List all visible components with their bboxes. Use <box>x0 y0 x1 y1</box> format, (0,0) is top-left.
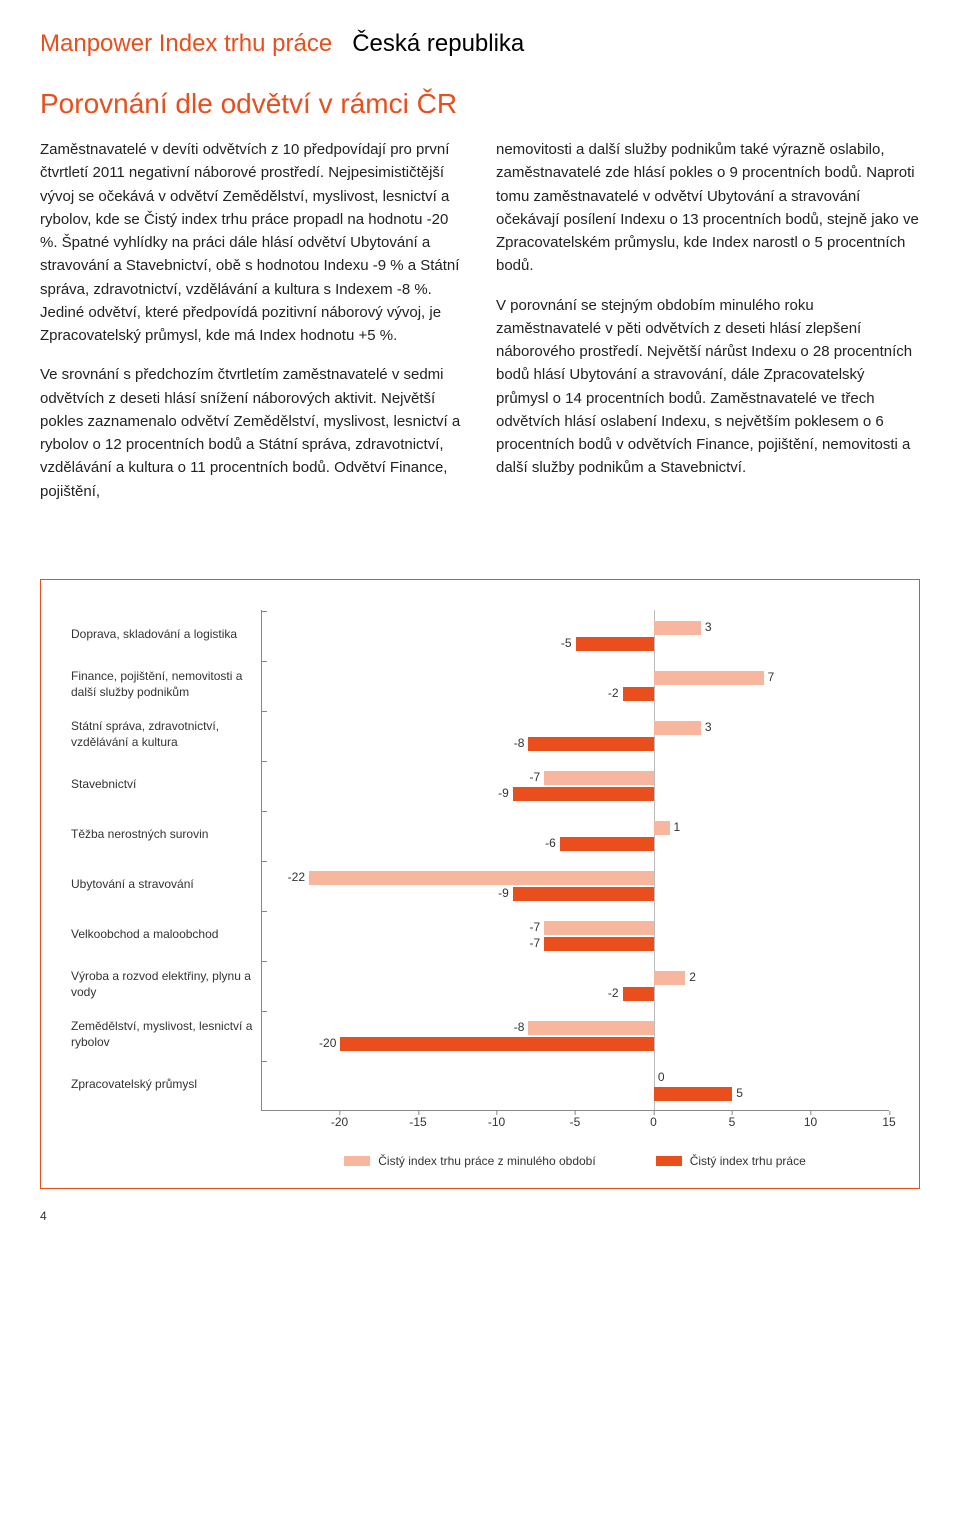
chart-area: Doprava, skladování a logistikaFinance, … <box>71 610 889 1168</box>
page-header: Manpower Index trhu práce Česká republik… <box>40 30 920 58</box>
bar-prev: 1 <box>654 821 670 835</box>
category-label: Ubytování a stravování <box>71 860 261 910</box>
bar-current: -9 <box>513 887 654 901</box>
x-tick: 10 <box>804 1115 817 1129</box>
bar-value-current: -2 <box>608 686 619 700</box>
bar-value-current: -8 <box>514 736 525 750</box>
bar-value-prev: 0 <box>658 1070 665 1084</box>
bar-value-prev: -22 <box>288 870 305 884</box>
bar-prev: -22 <box>309 871 654 885</box>
bar-current: -8 <box>528 737 653 751</box>
bar-value-current: -20 <box>319 1036 336 1050</box>
bars-zone: 3-57-23-8-7-91-6-22-9-7-72-2-8-2005 -20-… <box>261 610 889 1168</box>
page-number: 4 <box>40 1209 920 1223</box>
category-label: Velkoobchod a maloobchod <box>71 910 261 960</box>
bar-prev: 3 <box>654 621 701 635</box>
bar-value-current: -9 <box>498 886 509 900</box>
bar-value-prev: -7 <box>529 920 540 934</box>
bar-row: 3-8 <box>262 710 889 760</box>
page: Manpower Index trhu práce Česká republik… <box>0 0 960 1243</box>
legend: Čistý index trhu práce z minulého období… <box>261 1154 889 1168</box>
bar-prev: -8 <box>528 1021 653 1035</box>
bar-row: 3-5 <box>262 610 889 660</box>
plot: 3-57-23-8-7-91-6-22-9-7-72-2-8-2005 <box>261 610 889 1110</box>
header-country: Česká republika <box>352 30 524 57</box>
bar-current: -5 <box>576 637 654 651</box>
bar-row: -7 -9 <box>262 760 889 810</box>
bar-value-current: -7 <box>529 936 540 950</box>
category-labels: Doprava, skladování a logistikaFinance, … <box>71 610 261 1168</box>
bar-value-prev: 7 <box>768 670 775 684</box>
category-label: Doprava, skladování a logistika <box>71 610 261 660</box>
bar-row: 1-6 <box>262 810 889 860</box>
left-column: Zaměstnavatelé v devíti odvětvích z 10 p… <box>40 138 464 519</box>
section-title: Porovnání dle odvětví v rámci ČR <box>40 88 920 120</box>
bar-row: 7-2 <box>262 660 889 710</box>
bar-value-current: -2 <box>608 986 619 1000</box>
legend-item-current: Čistý index trhu práce <box>656 1154 806 1168</box>
category-label: Těžba nerostných surovin <box>71 810 261 860</box>
category-label: Zemědělství, myslivost, lesnictví a rybo… <box>71 1010 261 1060</box>
legend-item-prev: Čistý index trhu práce z minulého období <box>344 1154 595 1168</box>
category-label: Výroba a rozvod elektřiny, plynu a vody <box>71 960 261 1010</box>
x-tick: 0 <box>650 1115 657 1129</box>
bar-current: -2 <box>623 987 654 1001</box>
bar-value-prev: -8 <box>514 1020 525 1034</box>
x-tick: 5 <box>729 1115 736 1129</box>
bar-current: -2 <box>623 687 654 701</box>
bar-prev: 2 <box>654 971 685 985</box>
bar-value-current: -5 <box>561 636 572 650</box>
header-accent: Manpower Index trhu práce <box>40 30 332 57</box>
bar-prev: 3 <box>654 721 701 735</box>
bar-prev: -7 <box>544 921 654 935</box>
bar-row: -7 -7 <box>262 910 889 960</box>
category-label: Státní správa, zdravotnictví, vzdělávání… <box>71 710 261 760</box>
swatch-prev <box>344 1156 370 1166</box>
bar-current: -20 <box>340 1037 654 1051</box>
bar-value-current: 5 <box>736 1086 743 1100</box>
bar-value-prev: 1 <box>674 820 681 834</box>
bar-current: -9 <box>513 787 654 801</box>
x-tick: -20 <box>331 1115 348 1129</box>
bar-value-prev: 2 <box>689 970 696 984</box>
bar-current: 5 <box>654 1087 732 1101</box>
paragraph: nemovitosti a další služby podnikům také… <box>496 138 920 278</box>
bar-prev: -7 <box>544 771 654 785</box>
category-label: Finance, pojištění, nemovitosti a další … <box>71 660 261 710</box>
bar-value-prev: 3 <box>705 620 712 634</box>
bar-prev: 7 <box>654 671 764 685</box>
bar-row: -22-9 <box>262 860 889 910</box>
paragraph: V porovnání se stejným obdobím minulého … <box>496 294 920 480</box>
category-label: Zpracovatelský průmysl <box>71 1060 261 1110</box>
paragraph: Ve srovnání s předchozím čtvrtletím zamě… <box>40 363 464 503</box>
bar-current: -7 <box>544 937 654 951</box>
x-tick: -5 <box>570 1115 581 1129</box>
legend-label: Čistý index trhu práce z minulého období <box>378 1154 595 1168</box>
x-tick: -10 <box>488 1115 505 1129</box>
bar-value-current: -6 <box>545 836 556 850</box>
x-tick: 15 <box>882 1115 895 1129</box>
swatch-current <box>656 1156 682 1166</box>
bar-current: -6 <box>560 837 654 851</box>
bar-value-prev: -7 <box>529 770 540 784</box>
bar-value-current: -9 <box>498 786 509 800</box>
category-label: Stavebnictví <box>71 760 261 810</box>
x-axis: -20-15-10-5051015 <box>261 1110 889 1150</box>
bar-row: 05 <box>262 1060 889 1110</box>
right-column: nemovitosti a další služby podnikům také… <box>496 138 920 519</box>
bar-value-prev: 3 <box>705 720 712 734</box>
bar-row: 2-2 <box>262 960 889 1010</box>
paragraph: Zaměstnavatelé v devíti odvětvích z 10 p… <box>40 138 464 347</box>
chart-container: Doprava, skladování a logistikaFinance, … <box>40 579 920 1189</box>
bar-row: -8 -20 <box>262 1010 889 1060</box>
legend-label: Čistý index trhu práce <box>690 1154 806 1168</box>
text-columns: Zaměstnavatelé v devíti odvětvích z 10 p… <box>40 138 920 519</box>
x-tick: -15 <box>409 1115 426 1129</box>
